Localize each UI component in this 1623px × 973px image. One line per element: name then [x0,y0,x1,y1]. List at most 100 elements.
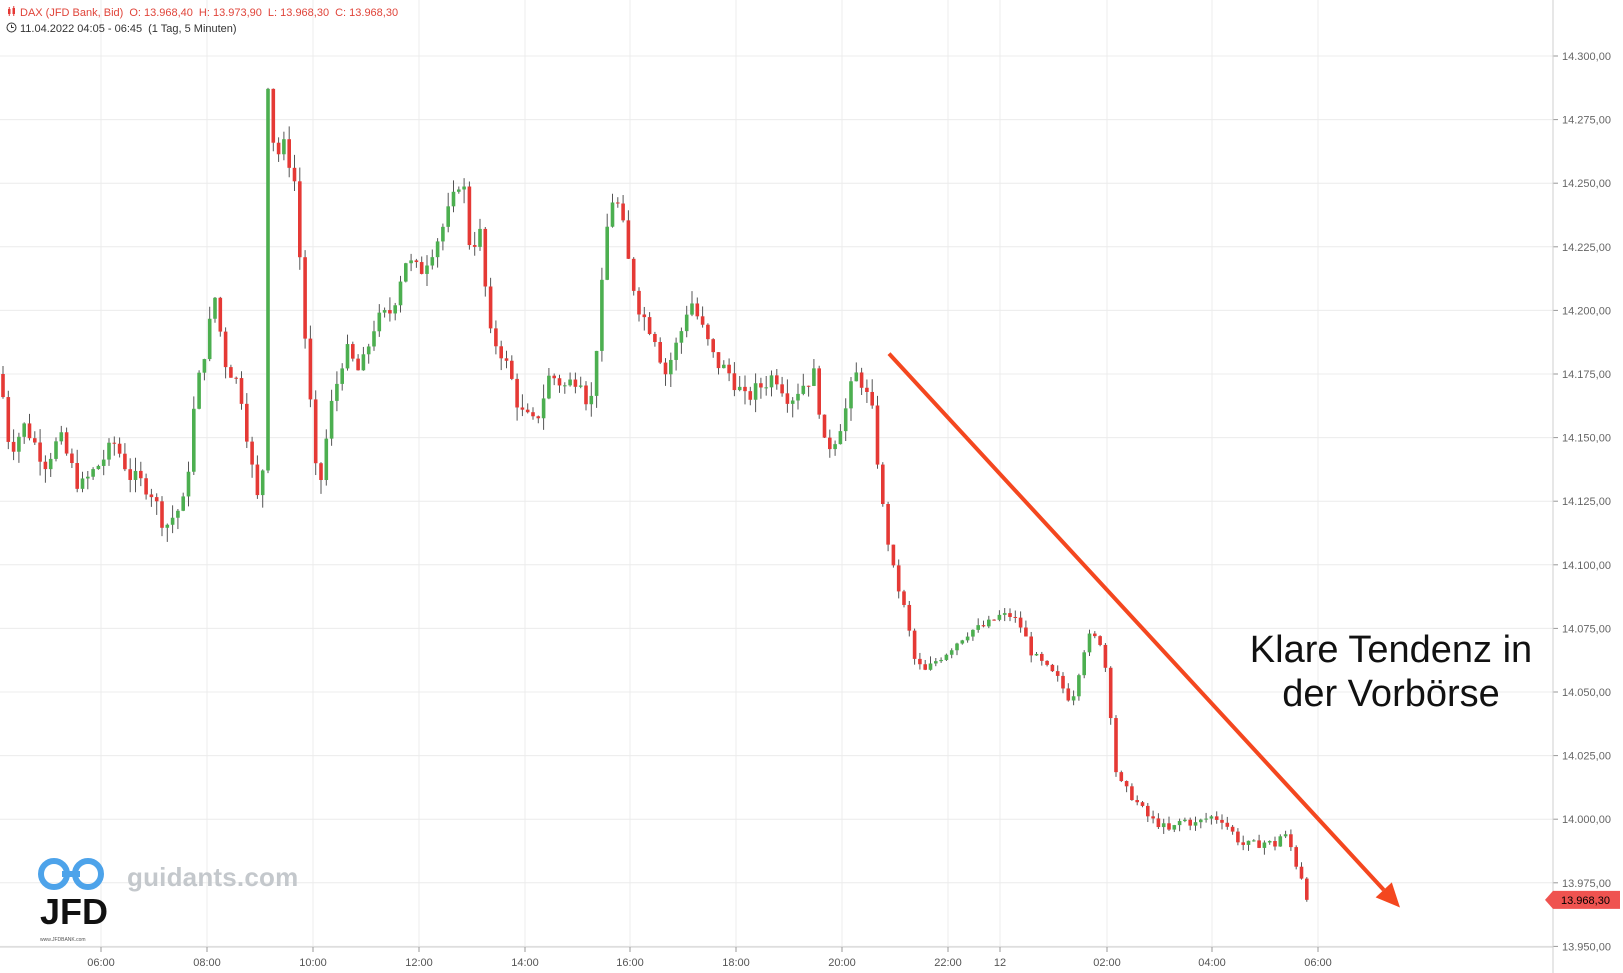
candle-body [1225,822,1230,827]
candle-body [1167,823,1171,830]
y-tick-label: 13.975,00 [1562,878,1611,890]
candle-body [149,494,154,498]
candle-body [1193,822,1198,826]
y-tick-label: 14.025,00 [1562,751,1611,763]
candle-body [1278,836,1283,847]
candle-body [38,442,42,462]
candle-body [186,471,191,497]
candle-body [743,386,747,392]
candle-body [313,399,318,464]
candle-body [324,438,329,481]
candle-body [64,432,69,454]
candle-body [430,257,435,266]
candle-body [335,383,339,401]
candle-body [997,614,1002,620]
candle-body [398,281,403,306]
low-value: L: 13.968,30 [267,7,330,19]
candle-body [1199,819,1203,823]
last-price-label: 13.968,30 [1561,895,1610,907]
candle-body [663,362,668,375]
candle-body [43,461,48,470]
candle-body [843,408,848,432]
open-value: O: 13.968,40 [129,7,193,19]
candle-body [806,385,811,387]
candle-body [1055,671,1060,676]
candle-body [207,318,212,360]
candle-body [896,565,901,592]
y-tick-label: 14.050,00 [1562,687,1611,699]
candle-body [499,346,503,359]
candle-body [462,186,466,190]
candle-body [361,354,366,371]
candle-body [414,260,419,263]
candle-body [515,378,519,408]
candle-body [123,453,127,470]
candle-body [303,257,307,339]
candle-body [578,385,583,387]
candle-body [154,497,159,502]
candle-body [1008,613,1012,617]
candle-body [197,372,201,409]
x-tick-label: 02:00 [1093,957,1121,969]
candle-body [488,286,493,329]
candle-body [308,338,313,400]
candle-body [616,202,620,204]
jfd-logo: JFD [38,858,108,932]
candle-body [928,663,933,670]
candle-body [128,469,132,480]
candle-body [404,263,408,282]
candle-body [388,310,392,314]
candle-body [160,501,164,528]
candle-body [377,312,382,332]
candle-body [409,260,413,264]
candle-body [213,297,217,319]
logo-text: JFD [40,891,108,932]
date-range: 11.04.2022 04:05 - 06:45 [20,23,143,35]
candle-body [1119,772,1124,782]
candle-body [992,619,996,621]
candle-body [1220,819,1224,823]
time-axis: 06:00 08:00 10:00 12:00 14:00 16:00 18:00 20:00… [0,946,1553,969]
candle-body [1188,819,1192,826]
candle-body [849,381,853,409]
y-tick-label: 14.250,00 [1562,178,1611,190]
candle-body [6,397,11,442]
candle-body [266,88,270,471]
logo-small-text: www.JFDBANK.com [40,937,86,943]
candle-body [1294,847,1298,867]
candle-body [1305,878,1309,900]
candle-body [202,359,207,373]
candle-body [1140,802,1145,806]
x-tick-label: 10:00 [299,957,327,969]
candle-body [1183,819,1187,822]
candle-body [531,412,535,417]
candle-body [472,245,477,247]
candle-body [223,331,228,368]
candle-body [695,303,700,317]
candle-body [139,470,143,479]
candle-body [319,463,323,481]
x-tick-label: 08:00 [193,957,221,969]
time-range-header: 11.04.2022 04:05 - 06:45 (1 Tag, 5 Minute… [6,22,243,35]
candle-body [563,385,567,387]
annotation-line-1: Klare Tendenz in [1249,629,1533,671]
candle-body [1177,821,1182,826]
candle-body [255,464,260,496]
candle-body [478,228,482,247]
candle-body [1146,805,1150,817]
instrument-header: DAX (JFD Bank, Bid) O: 13.968,40 H: 13.973… [6,6,404,19]
candle-body [393,305,397,314]
candle-body [790,400,795,404]
candle-body [573,379,578,387]
candle-body [112,442,117,444]
candle-body [525,409,530,413]
candle-body [1045,660,1049,665]
candle-body [965,636,970,641]
candle-body [547,375,551,399]
candle-body [287,139,291,168]
candle-body [812,368,816,386]
candle-body [1209,816,1214,819]
candle-body [144,478,148,495]
y-tick-label: 14.275,00 [1562,115,1611,127]
